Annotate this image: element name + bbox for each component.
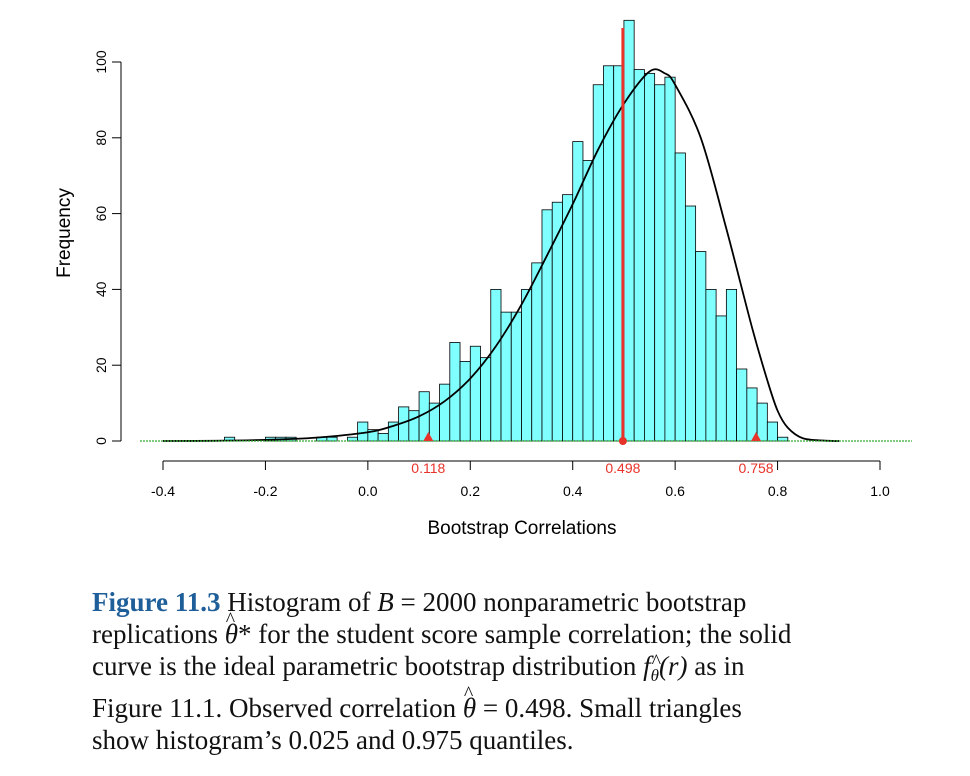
quantile-triangle	[751, 432, 762, 441]
histogram-bar	[480, 357, 492, 442]
caption-text-2a: replications	[92, 619, 225, 649]
caption-text-4a: Figure 11.1. Observed correlation	[92, 693, 463, 723]
histogram-bar	[357, 421, 369, 442]
y-tick-label: 0	[93, 437, 109, 445]
caption-theta-hat-2: θ	[463, 678, 476, 724]
histogram-bar	[766, 421, 778, 442]
y-tick-label: 100	[93, 50, 109, 74]
y-tick-label: 60	[93, 206, 109, 222]
caption-text-5: show histogram’s 0.025 and 0.975 quantil…	[92, 725, 574, 755]
histogram-bar	[582, 160, 594, 442]
caption-text-3a: curve is the ideal parametric bootstrap …	[92, 651, 644, 681]
histogram-bar	[756, 402, 768, 442]
histogram-bar	[705, 288, 717, 442]
caption-text-2b: for the student score sample correlation…	[251, 619, 792, 649]
x-tick-label: 0.4	[563, 483, 583, 499]
histogram-bar	[469, 345, 481, 442]
histogram-bar	[562, 194, 574, 442]
x-tick-label: 0.0	[358, 483, 378, 499]
caption-r: (r)	[658, 651, 688, 681]
histogram-bar	[654, 84, 666, 442]
y-tick-label: 20	[93, 357, 109, 373]
x-tick-label: -0.4	[151, 483, 175, 499]
histogram-bar	[592, 84, 604, 442]
quantile-markers: 0.118 0.758 0.498	[411, 432, 774, 476]
histogram-bar	[664, 76, 676, 442]
histogram-bar	[725, 288, 737, 442]
histogram-bar	[459, 361, 471, 442]
histogram-bar	[521, 288, 533, 442]
histogram-bar	[439, 383, 451, 442]
caption-B: B	[377, 587, 394, 617]
histogram-bar	[377, 433, 389, 442]
marker-label: 0.118	[411, 460, 445, 476]
histogram-bar	[449, 342, 461, 442]
histogram-bar	[531, 262, 543, 442]
y-tick-label: 80	[93, 130, 109, 146]
x-axis-label: Bootstrap Correlations	[427, 518, 616, 539]
caption-f: f	[643, 651, 651, 681]
observed-correlation-dot	[618, 437, 627, 445]
histogram-bar	[408, 410, 420, 442]
marker-label: 0.498	[605, 460, 640, 476]
histogram-bar	[674, 152, 686, 442]
figure-caption: Figure 11.3 Histogram of B = 2000 nonpar…	[92, 586, 892, 756]
caption-text-1: Histogram of	[220, 587, 378, 617]
caption-text-3b: as in	[687, 651, 745, 681]
histogram-bar	[623, 19, 635, 442]
histogram-bar	[633, 69, 645, 442]
marker-label: 0.758	[739, 460, 774, 476]
caption-text-4b: = 0.498. Small triangles	[476, 693, 742, 723]
quantile-triangle	[423, 432, 434, 441]
y-axis: 0 20 40 60 80 100	[93, 50, 122, 445]
y-axis-label: Frequency	[54, 188, 75, 278]
x-tick-label: 1.0	[870, 483, 890, 499]
histogram-bar	[644, 72, 656, 442]
histogram-chart: 0.118 0.758 0.498 -0.4 -0.2 0.0 0.2 0.4 0.6 0.8 1…	[54, 19, 912, 539]
x-axis: -0.4 -0.2 0.0 0.2 0.4 0.6 0.8 1.0	[151, 460, 890, 499]
histogram-bar	[510, 311, 522, 442]
histogram-bar	[715, 315, 727, 442]
histogram-bars	[224, 19, 789, 442]
x-tick-label: -0.2	[253, 483, 277, 499]
histogram-bar	[695, 251, 707, 442]
x-tick-label: 0.8	[768, 483, 788, 499]
histogram-bar	[684, 205, 697, 442]
histogram-bar	[490, 288, 502, 442]
histogram-bar	[551, 201, 563, 442]
x-tick-label: 0.6	[665, 483, 685, 499]
y-tick-label: 40	[93, 281, 109, 297]
density-curve	[162, 68, 840, 442]
histogram-bar	[541, 209, 553, 442]
x-tick-label: 0.2	[461, 483, 481, 499]
caption-theta-hat: θ	[225, 604, 238, 650]
caption-f-subscript: θ	[651, 646, 662, 692]
caption-star: *	[237, 619, 252, 649]
figure-label: Figure 11.3	[92, 587, 221, 617]
caption-eq: = 2000 nonparametric bootstrap	[393, 587, 747, 617]
histogram-bar	[736, 368, 748, 442]
